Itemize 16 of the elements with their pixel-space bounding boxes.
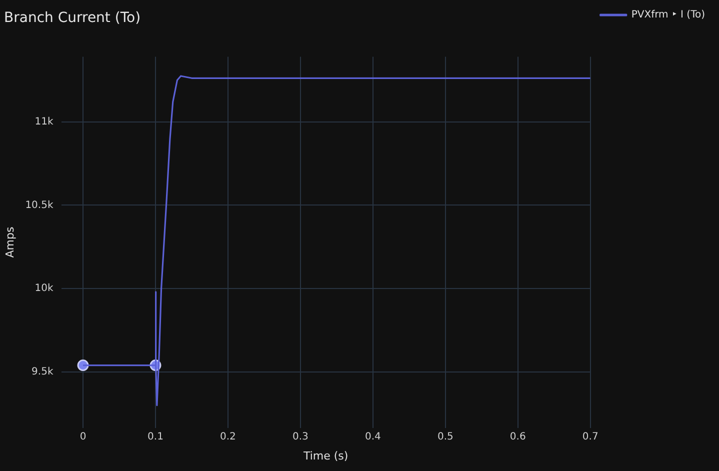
x-tick-label: 0.6 [510,431,526,442]
x-tick-label: 0.5 [437,431,454,442]
x-tick-label: 0.2 [220,431,236,442]
x-tick-label: 0.1 [148,431,164,442]
x-axis-title: Time (s) [302,449,348,462]
legend-label: PVXfrm ‣ I (To) [631,10,706,21]
x-tick-label: 0.4 [364,431,381,442]
x-tick-label: 0.7 [582,431,598,442]
y-tick-label: 10.5k [25,200,54,211]
y-tick-label: 11k [34,116,54,128]
chart-title: Branch Current (To) [4,10,141,26]
y-tick-label: 10k [34,283,54,294]
y-axis-title: Amps [3,226,16,258]
y-tick-label: 9.5k [32,366,54,378]
x-tick-label: 0 [80,431,86,442]
x-tick-label: 0.3 [292,431,308,442]
